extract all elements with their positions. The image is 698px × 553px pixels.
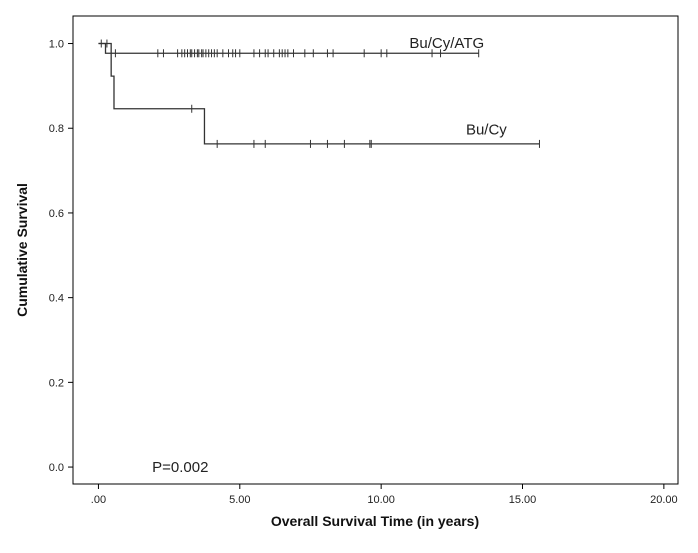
y-axis: 0.0 0.2 0.4 0.6 0.8 1.0 [49, 39, 73, 474]
x-tick-label: .00 [91, 494, 106, 506]
p-value-annotation: P=0.002 [152, 459, 208, 476]
x-axis-title: Overall Survival Time (in years) [271, 513, 479, 529]
x-tick-label: 20.00 [650, 494, 678, 506]
x-axis: .00 5.00 10.00 15.00 20.00 [91, 484, 678, 506]
y-tick-label: 0.6 [49, 208, 64, 220]
y-tick-label: 0.0 [49, 462, 64, 474]
y-tick-label: 0.4 [49, 293, 64, 305]
plot-frame [72, 15, 679, 485]
series-label-0: Bu/Cy/ATG [409, 35, 484, 52]
y-tick-label: 0.8 [49, 123, 64, 135]
y-axis-title: Cumulative Survival [14, 183, 30, 317]
label-layer: Bu/Cy/ATG Bu/Cy P=0.002 [152, 35, 507, 476]
censor-layer [100, 39, 540, 148]
y-tick-label: 0.2 [49, 377, 64, 389]
y-tick-label: 1.0 [49, 39, 64, 51]
x-tick-label: 10.00 [367, 494, 395, 506]
x-tick-label: 5.00 [229, 494, 250, 506]
series-layer [98, 42, 540, 145]
series-label-1: Bu/Cy [466, 122, 507, 139]
series-line-1 [98, 42, 540, 145]
x-tick-label: 15.00 [509, 494, 537, 506]
